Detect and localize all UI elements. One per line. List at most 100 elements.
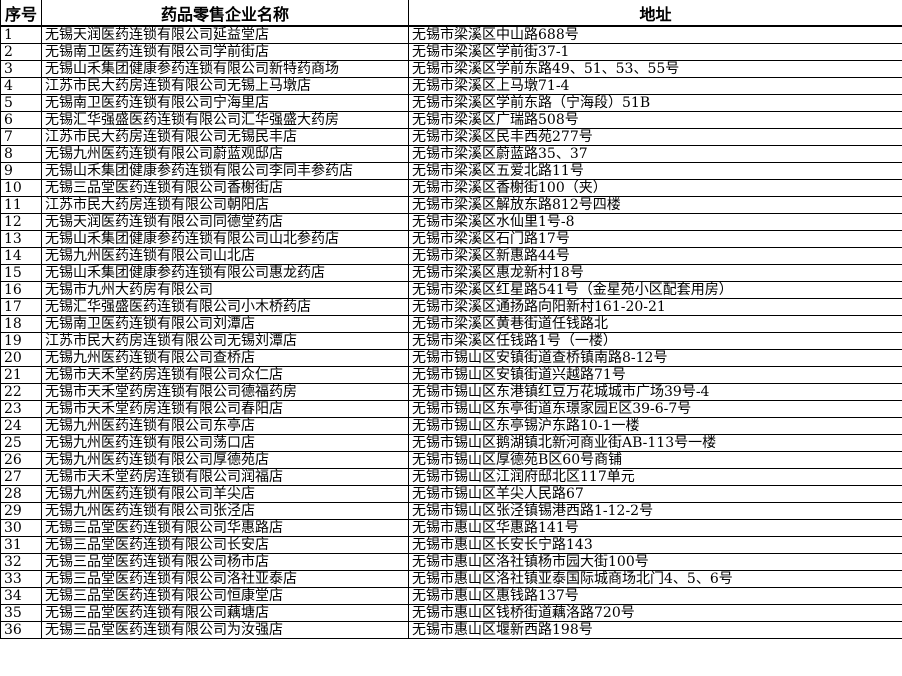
cell-enterprise-name: 无锡山禾集团健康参药连锁有限公司惠龙药店	[41, 264, 409, 282]
cell-address: 无锡市锡山区张泾镇锡港西路1-12-2号	[408, 502, 902, 520]
cell-index: 3	[0, 60, 42, 78]
cell-enterprise-name: 无锡三品堂医药连锁有限公司藕塘店	[41, 604, 409, 622]
cell-address: 无锡市锡山区东港镇红豆万花城城市广场39号-4	[408, 383, 902, 401]
cell-enterprise-name: 无锡三品堂医药连锁有限公司杨市店	[41, 553, 409, 571]
table-row: 34 无锡三品堂医药连锁有限公司恒康堂店 无锡市惠山区惠钱路137号	[0, 587, 902, 605]
cell-index: 27	[0, 468, 42, 486]
cell-enterprise-name: 无锡南卫医药连锁有限公司学前街店	[41, 43, 409, 61]
cell-enterprise-name: 无锡九州医药连锁有限公司查桥店	[41, 349, 409, 367]
cell-enterprise-name: 无锡三品堂医药连锁有限公司香榭街店	[41, 179, 409, 197]
cell-index: 23	[0, 400, 42, 418]
cell-enterprise-name: 无锡九州医药连锁有限公司厚德苑店	[41, 451, 409, 469]
cell-index: 22	[0, 383, 42, 401]
cell-index: 19	[0, 332, 42, 350]
cell-enterprise-name: 无锡九州医药连锁有限公司羊尖店	[41, 485, 409, 503]
cell-index: 12	[0, 213, 42, 231]
cell-address: 无锡市梁溪区广瑞路508号	[408, 111, 902, 129]
cell-enterprise-name: 无锡天润医药连锁有限公司同德堂药店	[41, 213, 409, 231]
cell-enterprise-name: 无锡市九州大药房有限公司	[41, 281, 409, 299]
cell-index: 2	[0, 43, 42, 61]
cell-index: 33	[0, 570, 42, 588]
cell-address: 无锡市梁溪区学前街37-1	[408, 43, 902, 61]
cell-enterprise-name: 无锡九州医药连锁有限公司蔚蓝观邸店	[41, 145, 409, 163]
cell-index: 25	[0, 434, 42, 452]
cell-index: 20	[0, 349, 42, 367]
cell-enterprise-name: 无锡三品堂医药连锁有限公司华惠路店	[41, 519, 409, 537]
cell-enterprise-name: 无锡市天禾堂药房连锁有限公司德福药房	[41, 383, 409, 401]
cell-address: 无锡市梁溪区水仙里1号-8	[408, 213, 902, 231]
table-row: 35 无锡三品堂医药连锁有限公司藕塘店 无锡市惠山区钱桥街道藕洛路720号	[0, 604, 902, 622]
table-row: 1 无锡天润医药连锁有限公司延益堂店 无锡市梁溪区中山路688号	[0, 25, 902, 44]
cell-address: 无锡市惠山区钱桥街道藕洛路720号	[408, 604, 902, 622]
table-row: 26 无锡九州医药连锁有限公司厚德苑店 无锡市锡山区厚德苑B区60号商铺	[0, 451, 902, 469]
table-row: 23 无锡市天禾堂药房连锁有限公司春阳店 无锡市锡山区东亭街道东璟家园E区39-6-…	[0, 400, 902, 418]
table-row: 30 无锡三品堂医药连锁有限公司华惠路店 无锡市惠山区华惠路141号	[0, 519, 902, 537]
cell-address: 无锡市梁溪区通扬路向阳新村161-20-21	[408, 298, 902, 316]
cell-enterprise-name: 无锡山禾集团健康参药连锁有限公司李同丰参药店	[41, 162, 409, 180]
cell-address: 无锡市锡山区东亭锡沪东路10-1一楼	[408, 417, 902, 435]
cell-enterprise-name: 无锡市天禾堂药房连锁有限公司春阳店	[41, 400, 409, 418]
cell-enterprise-name: 无锡南卫医药连锁有限公司宁海里店	[41, 94, 409, 112]
cell-index: 14	[0, 247, 42, 265]
cell-index: 15	[0, 264, 42, 282]
cell-address: 无锡市梁溪区五爱北路11号	[408, 162, 902, 180]
cell-enterprise-name: 无锡九州医药连锁有限公司张泾店	[41, 502, 409, 520]
cell-enterprise-name: 江苏市民大药房连锁有限公司无锡上马墩店	[41, 77, 409, 95]
cell-enterprise-name: 江苏市民大药房连锁有限公司无锡刘潭店	[41, 332, 409, 350]
cell-address: 无锡市锡山区江润府邸北区117单元	[408, 468, 902, 486]
table-row: 25 无锡九州医药连锁有限公司荡口店 无锡市锡山区鹅湖镇北新河商业街AB-113号一…	[0, 434, 902, 452]
cell-enterprise-name: 无锡山禾集团健康参药连锁有限公司山北参药店	[41, 230, 409, 248]
cell-address: 无锡市惠山区华惠路141号	[408, 519, 902, 537]
cell-index: 18	[0, 315, 42, 333]
cell-enterprise-name: 无锡九州医药连锁有限公司东亭店	[41, 417, 409, 435]
table-row: 15 无锡山禾集团健康参药连锁有限公司惠龙药店 无锡市梁溪区惠龙新村18号	[0, 264, 902, 282]
table-row: 36 无锡三品堂医药连锁有限公司为汝强店 无锡市惠山区堰新西路198号	[0, 621, 902, 639]
table-row: 8 无锡九州医药连锁有限公司蔚蓝观邸店 无锡市梁溪区蔚蓝路35、37	[0, 145, 902, 163]
table-row: 5 无锡南卫医药连锁有限公司宁海里店 无锡市梁溪区学前东路（宁海段）51B	[0, 94, 902, 112]
cell-enterprise-name: 无锡三品堂医药连锁有限公司长安店	[41, 536, 409, 554]
table-row: 7 江苏市民大药房连锁有限公司无锡民丰店 无锡市梁溪区民丰西苑277号	[0, 128, 902, 146]
table-row: 27 无锡市天禾堂药房连锁有限公司润福店 无锡市锡山区江润府邸北区117单元	[0, 468, 902, 486]
table-row: 9 无锡山禾集团健康参药连锁有限公司李同丰参药店 无锡市梁溪区五爱北路11号	[0, 162, 902, 180]
table-row: 28 无锡九州医药连锁有限公司羊尖店 无锡市锡山区羊尖人民路67	[0, 485, 902, 503]
table-row: 3 无锡山禾集团健康参药连锁有限公司新特药商场 无锡市梁溪区学前东路49、51、53…	[0, 60, 902, 78]
table-row: 18 无锡南卫医药连锁有限公司刘潭店 无锡市梁溪区黄巷街道任钱路北	[0, 315, 902, 333]
cell-enterprise-name: 无锡三品堂医药连锁有限公司恒康堂店	[41, 587, 409, 605]
cell-index: 6	[0, 111, 42, 129]
cell-address: 无锡市锡山区鹅湖镇北新河商业街AB-113号一楼	[408, 434, 902, 452]
cell-address: 无锡市梁溪区惠龙新村18号	[408, 264, 902, 282]
table-row: 33 无锡三品堂医药连锁有限公司洛社亚泰店 无锡市惠山区洛社镇亚泰国际城商场北门4、…	[0, 570, 902, 588]
table-row: 29 无锡九州医药连锁有限公司张泾店 无锡市锡山区张泾镇锡港西路1-12-2号	[0, 502, 902, 520]
cell-address: 无锡市惠山区洛社镇杨市园大街100号	[408, 553, 902, 571]
cell-index: 29	[0, 502, 42, 520]
pharmacy-retail-table: 序号 药品零售企业名称 地址 1 无锡天润医药连锁有限公司延益堂店 无锡市梁溪区中山…	[0, 0, 902, 639]
cell-index: 30	[0, 519, 42, 537]
cell-enterprise-name: 无锡三品堂医药连锁有限公司为汝强店	[41, 621, 409, 639]
table-body: 1 无锡天润医药连锁有限公司延益堂店 无锡市梁溪区中山路688号 2 无锡南卫医药连锁有…	[0, 25, 902, 639]
table-row: 2 无锡南卫医药连锁有限公司学前街店 无锡市梁溪区学前街37-1	[0, 43, 902, 61]
table-row: 19 江苏市民大药房连锁有限公司无锡刘潭店 无锡市梁溪区任钱路1号（一楼）	[0, 332, 902, 350]
cell-enterprise-name: 无锡九州医药连锁有限公司山北店	[41, 247, 409, 265]
cell-address: 无锡市锡山区安镇街道兴越路71号	[408, 366, 902, 384]
table-row: 21 无锡市天禾堂药房连锁有限公司众仁店 无锡市锡山区安镇街道兴越路71号	[0, 366, 902, 384]
table-row: 20 无锡九州医药连锁有限公司查桥店 无锡市锡山区安镇街道查桥镇南路8-12号	[0, 349, 902, 367]
cell-enterprise-name: 无锡南卫医药连锁有限公司刘潭店	[41, 315, 409, 333]
cell-enterprise-name: 无锡天润医药连锁有限公司延益堂店	[41, 25, 409, 44]
cell-index: 24	[0, 417, 42, 435]
cell-address: 无锡市梁溪区香榭街100（夹）	[408, 179, 902, 197]
cell-index: 8	[0, 145, 42, 163]
table-header: 序号 药品零售企业名称 地址	[0, 0, 902, 27]
cell-index: 35	[0, 604, 42, 622]
table-row: 4 江苏市民大药房连锁有限公司无锡上马墩店 无锡市梁溪区上马墩71-4	[0, 77, 902, 95]
cell-address: 无锡市梁溪区任钱路1号（一楼）	[408, 332, 902, 350]
cell-address: 无锡市梁溪区中山路688号	[408, 25, 902, 44]
table-row: 10 无锡三品堂医药连锁有限公司香榭街店 无锡市梁溪区香榭街100（夹）	[0, 179, 902, 197]
cell-enterprise-name: 无锡市天禾堂药房连锁有限公司众仁店	[41, 366, 409, 384]
cell-index: 9	[0, 162, 42, 180]
cell-address: 无锡市惠山区长安长宁路143	[408, 536, 902, 554]
cell-index: 11	[0, 196, 42, 214]
cell-index: 36	[0, 621, 42, 639]
col-header-address: 地址	[408, 0, 902, 27]
table-row: 14 无锡九州医药连锁有限公司山北店 无锡市梁溪区新惠路44号	[0, 247, 902, 265]
cell-enterprise-name: 无锡汇华强盛医药连锁有限公司小木桥药店	[41, 298, 409, 316]
